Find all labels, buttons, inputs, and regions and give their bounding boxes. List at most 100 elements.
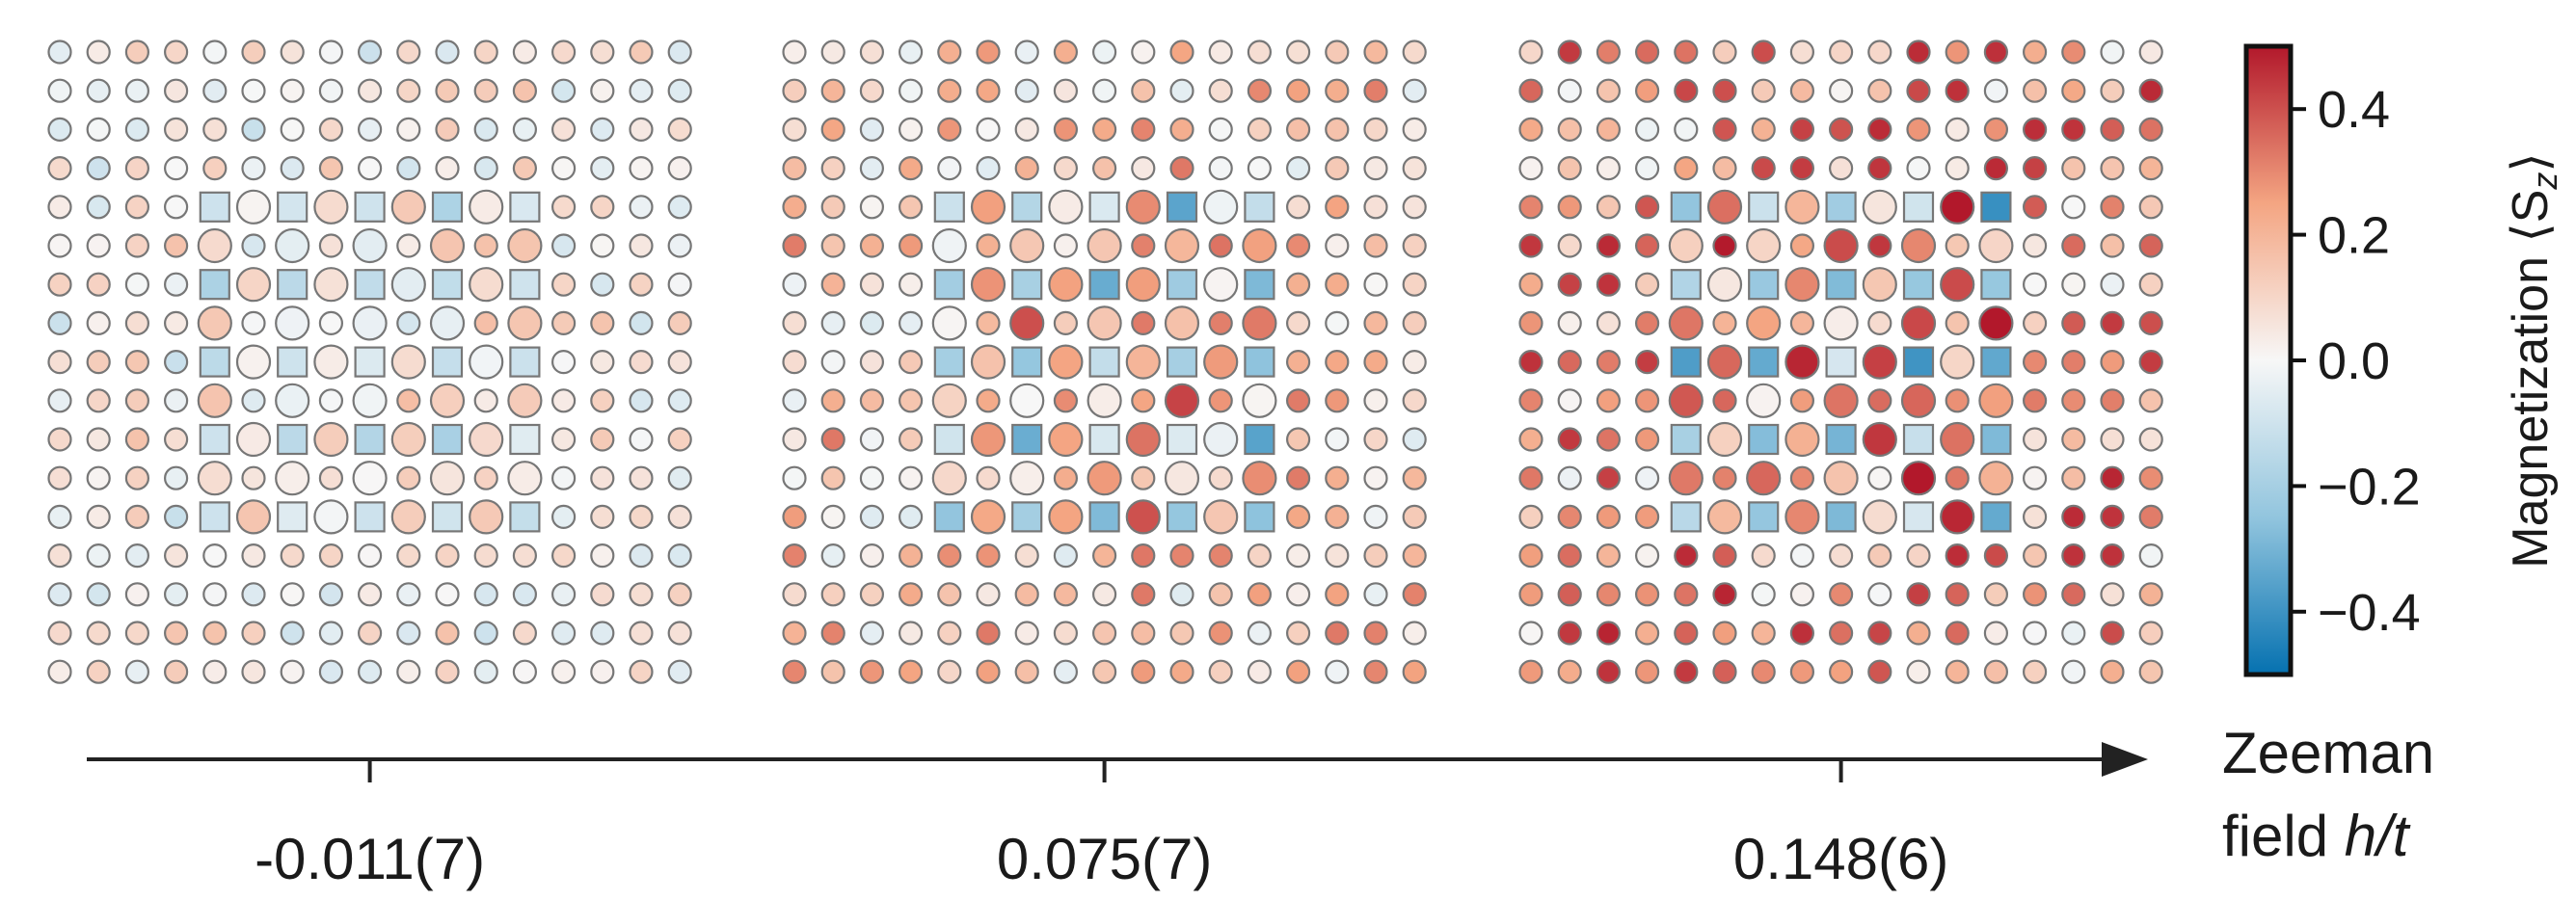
lattice-site-circle <box>2023 582 2048 607</box>
lattice-site-circle <box>2023 272 2048 297</box>
lattice-site-circle <box>859 272 885 297</box>
lattice-site-circle <box>1402 504 1427 530</box>
lattice-site-circle <box>782 659 807 684</box>
lattice-site-circle <box>86 543 111 569</box>
lattice-site-circle <box>1789 117 1815 142</box>
lattice-site-circle <box>2023 543 2048 569</box>
lattice-site-circle <box>1131 543 1156 569</box>
lattice-site-circle <box>1634 40 1660 65</box>
lattice-site-circle <box>1557 117 1582 142</box>
lattice-site-circle <box>1712 388 1737 413</box>
lattice-site-circle <box>1169 659 1194 684</box>
lattice-site-circle <box>1784 189 1820 225</box>
lattice-site-circle <box>1674 78 1699 103</box>
lattice-site-circle <box>318 659 343 684</box>
lattice-site-circle <box>1169 78 1194 103</box>
lattice-site-circle <box>1596 195 1622 220</box>
lattice-site-circle <box>1983 117 2008 142</box>
lattice-site-circle <box>782 543 807 569</box>
lattice-site-circle <box>667 427 692 452</box>
colorbar: 0.4 0.2 0.0 −0.2 −0.4 Magnetization ⟨Sz⟩ <box>2243 43 2564 677</box>
lattice-site-circle <box>164 504 189 530</box>
lattice-site-circle <box>1634 543 1660 569</box>
lattice-site-circle <box>1867 621 1892 646</box>
lattice-site-circle <box>358 621 383 646</box>
lattice-site-circle <box>859 117 885 142</box>
lattice-site-circle <box>2138 350 2163 375</box>
lattice-site-circle <box>1125 421 1161 458</box>
lattice-site-circle <box>2100 427 2125 452</box>
lattice-site-circle <box>1208 582 1233 607</box>
lattice-site-circle <box>164 195 189 220</box>
lattice-site-circle <box>1674 117 1699 142</box>
lattice-site-circle <box>86 659 111 684</box>
lattice-site-circle <box>47 195 72 220</box>
lattice-site-circle <box>47 78 72 103</box>
lattice-site-circle <box>629 659 654 684</box>
lattice-site-circle <box>1285 350 1311 375</box>
lattice-site-circle <box>1712 543 1737 569</box>
lattice-site-circle <box>937 78 962 103</box>
lattice-site-circle <box>1087 227 1122 264</box>
lattice-site-circle <box>2023 78 2048 103</box>
lattice-site-circle <box>1789 543 1815 569</box>
lattice-site-circle <box>667 350 692 375</box>
lattice-site-circle <box>820 78 845 103</box>
lattice-site-circle <box>2100 465 2125 490</box>
lattice-site-circle <box>280 621 305 646</box>
lattice-site-circle <box>1674 156 1699 181</box>
lattice-site-circle <box>1247 582 1273 607</box>
lattice-site-circle <box>2061 388 2086 413</box>
lattice-site-circle <box>86 427 111 452</box>
lattice-site-square <box>1980 191 2012 223</box>
lattice-site-circle <box>1247 78 1273 103</box>
lattice-site-circle <box>86 388 111 413</box>
lattice-site-square <box>1670 191 1702 223</box>
lattice-site-circle <box>164 310 189 335</box>
lattice-site-circle <box>202 40 228 65</box>
lattice-site-circle <box>1634 117 1660 142</box>
lattice-site-circle <box>1940 189 1975 225</box>
lattice-site-square <box>431 501 464 533</box>
lattice-site-circle <box>976 388 1001 413</box>
lattice-site-circle <box>667 582 692 607</box>
lattice-site-circle <box>937 543 962 569</box>
lattice-site-circle <box>1285 504 1311 530</box>
lattice-site-circle <box>1325 621 1350 646</box>
lattice-site-circle <box>197 305 232 341</box>
lattice-site-circle <box>396 543 421 569</box>
lattice-site-circle <box>164 388 189 413</box>
lattice-site-circle <box>473 156 498 181</box>
lattice-site-circle <box>1867 40 1892 65</box>
lattice-site-circle <box>241 117 266 142</box>
lattice-site-circle <box>550 310 577 335</box>
lattice-site-circle <box>47 156 72 181</box>
lattice-site-square <box>354 191 386 223</box>
lattice-site-circle <box>937 621 962 646</box>
lattice-site-circle <box>590 78 615 103</box>
lattice-site-circle <box>1634 659 1660 684</box>
lattice-site-circle <box>507 383 543 418</box>
lattice-site-square <box>1166 501 1198 533</box>
lattice-site-circle <box>47 233 72 258</box>
lattice-site-circle <box>550 388 577 413</box>
lattice-site-circle <box>550 427 577 452</box>
lattice-site-circle <box>1634 195 1660 220</box>
lattice-site-circle <box>124 272 149 297</box>
lattice-site-circle <box>164 543 189 569</box>
lattice-site-circle <box>2023 621 2048 646</box>
lattice-site-circle <box>473 78 498 103</box>
lattice-site-circle <box>1518 427 1543 452</box>
lattice-site-square <box>1244 191 1275 223</box>
lattice-site-circle <box>820 388 845 413</box>
lattice-site-circle <box>2023 310 2048 335</box>
lattice-site-circle <box>667 117 692 142</box>
lattice-site-circle <box>629 78 654 103</box>
lattice-site-circle <box>2023 40 2048 65</box>
lattice-site-circle <box>1285 659 1311 684</box>
lattice-site-circle <box>629 40 654 65</box>
lattice-site-square <box>1166 423 1198 456</box>
lattice-site-circle <box>2023 156 2048 181</box>
lattice-site-circle <box>1325 465 1350 490</box>
lattice-site-circle <box>202 117 228 142</box>
